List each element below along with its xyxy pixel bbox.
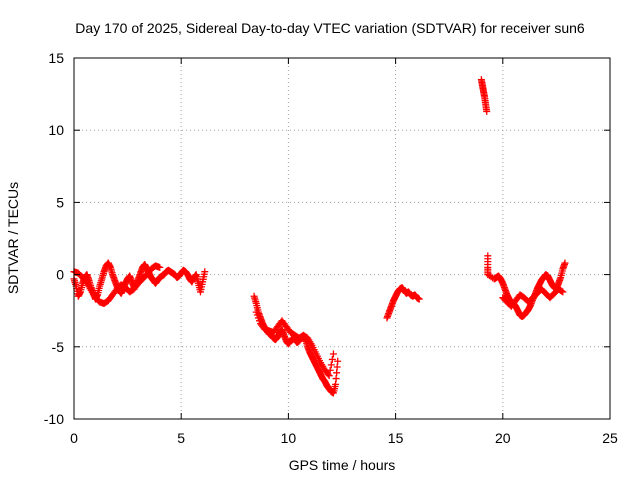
x-tick-label: 15: [388, 430, 404, 446]
axes: 0 5 10 15 20 25 -10 -5 0 5 10 15: [44, 50, 618, 446]
plot-frame: [73, 57, 611, 420]
series-segment-2b: [252, 308, 337, 380]
data-points: [70, 76, 569, 397]
series-segment-4: [477, 76, 491, 115]
series-segment-5b: [499, 285, 567, 310]
grid: [74, 58, 610, 419]
data-point: [483, 107, 491, 115]
x-tick-label: 20: [495, 430, 511, 446]
series-segment-5: [484, 252, 569, 320]
x-tick-label: 0: [70, 430, 78, 446]
y-tick-label: -5: [52, 339, 65, 355]
x-tick-label: 10: [281, 430, 297, 446]
y-axis-label: SDTVAR / TECUs: [5, 182, 21, 294]
y-tick-label: 0: [56, 267, 64, 283]
y-tick-label: 15: [48, 50, 64, 66]
y-tick-label: 5: [56, 194, 64, 210]
data-point-interp: [558, 287, 566, 295]
data-point-interp: [327, 361, 335, 369]
x-tick-label: 5: [177, 430, 185, 446]
data-point: [156, 263, 164, 271]
data-point: [329, 350, 337, 358]
x-tick-label: 25: [602, 430, 618, 446]
data-point: [559, 288, 567, 296]
data-point-interp: [326, 366, 334, 374]
y-tick-label: 10: [48, 122, 64, 138]
data-point: [334, 357, 342, 365]
series-segment-3: [383, 284, 423, 322]
data-point: [325, 372, 333, 380]
series-segment-2: [250, 292, 342, 397]
x-axis-label: GPS time / hours: [289, 457, 396, 473]
data-point: [415, 295, 423, 303]
data-point: [201, 268, 209, 276]
y-tick-label: -10: [44, 411, 64, 427]
data-point: [561, 259, 569, 267]
data-point-interp: [324, 370, 332, 378]
chart-title: Day 170 of 2025, Sidereal Day-to-day VTE…: [75, 20, 585, 36]
data-point-interp: [328, 355, 336, 363]
